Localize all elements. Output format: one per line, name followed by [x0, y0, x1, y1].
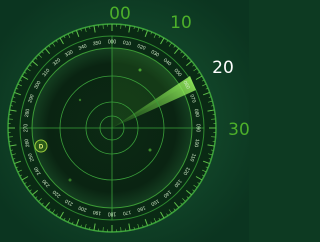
ring-label: 270 — [23, 124, 29, 133]
echo — [139, 69, 142, 72]
page: {"bearing_labels": ["00", "10", "20", "3… — [0, 0, 249, 242]
target-label: D — [39, 145, 44, 151]
echo — [149, 149, 152, 152]
bearing-label: 10 — [170, 13, 192, 33]
bearing-label: 30 — [228, 120, 249, 140]
echo — [79, 99, 81, 101]
ring-label: 000 — [108, 39, 117, 45]
ring-label: 180 — [108, 211, 117, 217]
bearing-label: 20 — [212, 58, 234, 78]
bearing-label: 00 — [109, 4, 131, 24]
echo — [69, 179, 72, 182]
ring-label: 090 — [195, 124, 201, 133]
